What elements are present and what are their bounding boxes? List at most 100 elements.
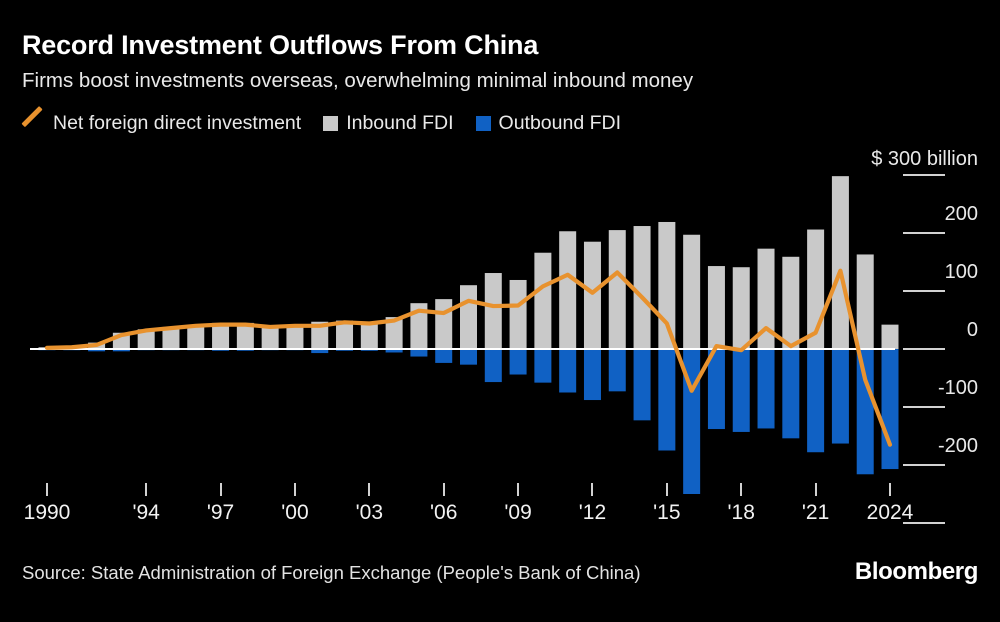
inbound-bar bbox=[336, 320, 354, 349]
x-axis-tick bbox=[145, 483, 148, 496]
legend-item-inbound-fdi[interactable]: Inbound FDI bbox=[323, 111, 454, 134]
inbound-bar bbox=[286, 325, 304, 349]
y-axis-tick-label: -200 bbox=[937, 435, 978, 457]
bloomberg-logo: Bloomberg bbox=[854, 558, 978, 585]
y-axis-tick-label: 0 bbox=[966, 319, 978, 341]
x-axis-tick bbox=[591, 483, 594, 496]
y-axis-tick bbox=[903, 290, 945, 292]
x-axis-tick-label: '12 bbox=[578, 501, 607, 524]
inbound-bar bbox=[137, 329, 155, 349]
inbound-bar bbox=[658, 221, 676, 349]
outbound-bar bbox=[112, 349, 130, 352]
y-axis-unit-label: $ 300 billion bbox=[871, 148, 978, 170]
outbound-bar bbox=[435, 349, 453, 363]
x-axis-tick bbox=[517, 483, 520, 496]
outbound-bar bbox=[658, 349, 676, 451]
y-axis-tick-label: 200 bbox=[944, 203, 978, 225]
x-axis-tick-label: '00 bbox=[281, 501, 309, 524]
inbound-bar bbox=[856, 254, 874, 349]
x-axis-tick-label: '09 bbox=[504, 501, 532, 524]
inbound-bar bbox=[484, 273, 502, 349]
legend-label-net-fdi: Net foreign direct investment bbox=[53, 111, 302, 134]
legend-item-outbound-fdi[interactable]: Outbound FDI bbox=[475, 111, 622, 134]
source-note: Source: State Administration of Foreign … bbox=[22, 562, 641, 583]
inbound-bar bbox=[732, 267, 750, 349]
x-axis-tick bbox=[368, 483, 371, 496]
outbound-bar bbox=[732, 349, 750, 432]
net-fdi-line bbox=[44, 268, 893, 447]
outbound-bar bbox=[881, 349, 899, 470]
inbound-bar bbox=[385, 317, 403, 349]
y-axis-tick bbox=[903, 348, 945, 350]
x-axis-tick-label: '18 bbox=[727, 501, 755, 524]
inbound-bar bbox=[435, 299, 453, 349]
chart-legend: Net foreign direct investment Inbound FD… bbox=[22, 112, 621, 135]
x-axis-tick bbox=[442, 483, 445, 496]
y-axis-tick bbox=[903, 232, 945, 234]
inbound-bar bbox=[162, 326, 180, 349]
outbound-bar bbox=[410, 349, 428, 357]
inbound-bar-group bbox=[38, 176, 899, 349]
inbound-bar bbox=[782, 256, 800, 349]
x-axis-tick-label: '21 bbox=[801, 501, 830, 524]
x-axis-tick bbox=[46, 483, 48, 496]
x-axis-tick-label: '94 bbox=[132, 501, 160, 524]
outbound-bar bbox=[856, 349, 874, 475]
inbound-bar bbox=[187, 324, 205, 349]
inbound-bar bbox=[534, 252, 552, 349]
inbound-bar bbox=[559, 231, 577, 349]
inbound-bar bbox=[236, 322, 254, 349]
inbound-bar bbox=[212, 322, 230, 349]
inbound-bar bbox=[460, 285, 477, 349]
outbound-bar bbox=[807, 349, 825, 453]
x-axis-tick bbox=[814, 483, 817, 496]
outbound-bar bbox=[88, 349, 106, 352]
outbound-bar bbox=[782, 349, 800, 439]
inbound-bar bbox=[583, 241, 601, 349]
x-axis-tick bbox=[740, 483, 743, 496]
x-axis-tick-label: '03 bbox=[355, 501, 383, 524]
legend-label-inbound-fdi: Inbound FDI bbox=[346, 111, 454, 134]
legend-label-outbound-fdi: Outbound FDI bbox=[498, 111, 622, 134]
outbound-bar bbox=[534, 349, 552, 383]
inbound-bar bbox=[509, 279, 527, 349]
outbound-bar bbox=[509, 349, 527, 375]
x-axis-tick bbox=[665, 483, 668, 496]
inbound-bar bbox=[633, 226, 651, 349]
outbound-bar-group bbox=[38, 349, 899, 494]
y-axis bbox=[900, 0, 1000, 622]
outbound-bar bbox=[385, 349, 403, 353]
inbound-bar bbox=[360, 321, 378, 349]
x-axis-tick-label: '15 bbox=[653, 501, 681, 524]
x-axis-tick bbox=[219, 483, 222, 496]
y-axis-tick bbox=[903, 174, 945, 176]
square-marker-icon bbox=[323, 116, 339, 131]
x-axis-tick bbox=[889, 483, 891, 496]
outbound-bar bbox=[559, 349, 577, 393]
x-axis-tick-label: 1990 bbox=[23, 501, 71, 524]
outbound-bar bbox=[831, 349, 849, 444]
outbound-bar bbox=[608, 349, 626, 392]
outbound-bar bbox=[633, 349, 651, 421]
y-axis-tick bbox=[903, 522, 945, 524]
outbound-bar bbox=[484, 349, 502, 383]
page-subtitle: Firms boost investments overseas, overwh… bbox=[22, 69, 694, 92]
square-marker-icon bbox=[475, 116, 491, 131]
outbound-bar bbox=[707, 349, 725, 430]
y-axis-tick-label: -100 bbox=[937, 377, 978, 399]
inbound-bar bbox=[831, 176, 849, 349]
page-title: Record Investment Outflows From China bbox=[22, 30, 539, 60]
x-axis-tick-label: '97 bbox=[206, 501, 235, 524]
inbound-bar bbox=[311, 321, 329, 349]
inbound-bar bbox=[261, 325, 279, 349]
inbound-bar bbox=[881, 324, 899, 349]
inbound-bar bbox=[608, 230, 626, 349]
legend-item-net-fdi[interactable]: Net foreign direct investment bbox=[22, 112, 301, 135]
inbound-bar bbox=[683, 234, 701, 349]
inbound-bar bbox=[757, 248, 775, 349]
y-axis-tick bbox=[903, 406, 945, 408]
outbound-bar bbox=[311, 349, 329, 354]
x-axis-tick-label: '06 bbox=[430, 501, 458, 524]
